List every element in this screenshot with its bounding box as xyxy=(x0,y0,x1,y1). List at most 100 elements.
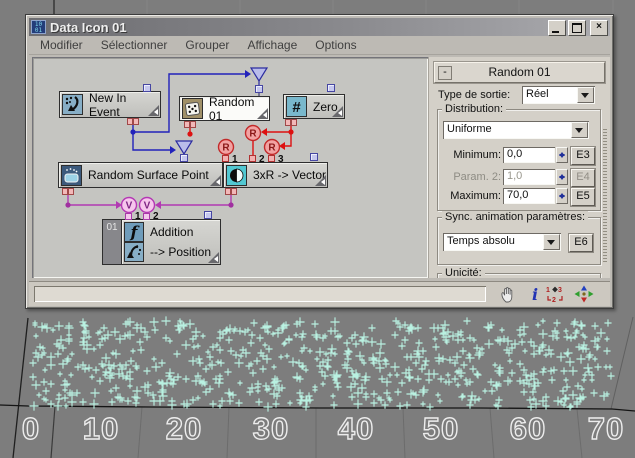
node-addition-position[interactable]: f Addition --> Position xyxy=(121,219,221,265)
window-titlebar[interactable]: 10 01 Data Icon 01 × xyxy=(29,18,610,36)
event-input-port[interactable] xyxy=(310,153,318,161)
sync-value: Temps absolu xyxy=(447,235,515,247)
event-input-port[interactable] xyxy=(255,85,263,93)
maximize-icon xyxy=(572,23,582,33)
parameters-panel: - Random 01 Type de sortie: Réel Distrib… xyxy=(428,57,610,278)
info-icon[interactable]: i xyxy=(525,285,545,303)
node-random-surface-point[interactable]: Random Surface Point xyxy=(58,162,223,188)
node-label: New In Event xyxy=(89,90,127,119)
node-resize-corner[interactable] xyxy=(257,108,268,119)
menu-modifier[interactable]: Modifier xyxy=(40,38,83,52)
event-input-port[interactable] xyxy=(143,84,151,92)
unicity-group xyxy=(437,273,601,278)
minimum-field[interactable]: 0,0 xyxy=(503,147,555,163)
ruler-label: 0 xyxy=(21,410,41,446)
panel-scroll-grip[interactable] xyxy=(603,127,607,262)
sync-dropdown[interactable]: Temps absolu xyxy=(443,233,561,251)
sync-group-label: Sync. animation paramètres: xyxy=(442,211,589,223)
minimize-button[interactable] xyxy=(548,20,566,36)
spinner-down-icon xyxy=(559,195,565,202)
svg-text:f: f xyxy=(130,223,141,242)
rollout-title: Random 01 xyxy=(488,65,551,79)
minimum-track-button[interactable]: E3 xyxy=(571,147,595,165)
menu-options[interactable]: Options xyxy=(315,38,357,52)
rollout-header-random-01[interactable]: - Random 01 xyxy=(434,62,605,83)
node-zero[interactable]: # Zero xyxy=(283,94,345,119)
node-random-01[interactable]: Random 01 xyxy=(179,95,270,123)
ruler-label: 40 xyxy=(337,410,375,446)
sync-track-button[interactable]: E6 xyxy=(569,234,593,252)
node-resize-corner[interactable] xyxy=(208,252,219,263)
distribution-value: Uniforme xyxy=(447,123,492,135)
new-in-event-icon xyxy=(62,94,83,115)
node-new-in-event[interactable]: New In Event xyxy=(59,90,161,119)
output-type-dropdown[interactable]: Réel xyxy=(522,86,595,104)
real-input-port-2[interactable] xyxy=(249,155,256,162)
event-number-tab[interactable]: 01 xyxy=(102,219,121,265)
minimum-label: Minimum: xyxy=(453,149,501,161)
minus-icon: - xyxy=(443,66,447,78)
v-socket-label: V xyxy=(144,201,151,212)
node-label: Zero xyxy=(313,99,338,114)
node-resize-corner[interactable] xyxy=(210,175,221,186)
svg-text:3: 3 xyxy=(558,287,562,294)
nav-star-icon[interactable] xyxy=(574,285,594,303)
dice-icon xyxy=(182,98,203,119)
pan-hand-icon[interactable] xyxy=(498,285,518,303)
event-input-port[interactable] xyxy=(327,84,335,92)
distribution-group xyxy=(437,109,601,211)
maximize-button[interactable] xyxy=(568,20,586,36)
maximum-spinner[interactable] xyxy=(556,188,568,204)
chevron-down-icon xyxy=(547,240,555,249)
node-label: Random Surface Point xyxy=(88,168,209,182)
ground-grid xyxy=(0,316,635,458)
close-button[interactable]: × xyxy=(590,20,608,36)
ruler-label: 10 xyxy=(82,410,120,446)
param2-field: 1,0 xyxy=(503,169,555,185)
ruler-label: 60 xyxy=(509,410,547,446)
data-view-window: 10 01 Data Icon 01 × Modifier Sélectionne… xyxy=(25,14,614,309)
menu-selectionner[interactable]: Sélectionner xyxy=(100,38,168,52)
node-resize-corner[interactable] xyxy=(332,106,343,117)
chevron-down-icon xyxy=(575,128,583,137)
collapse-button[interactable]: - xyxy=(438,66,452,80)
window-title: Data Icon 01 xyxy=(50,19,127,35)
ruler-label: 30 xyxy=(252,410,290,446)
vector-input-port-1[interactable] xyxy=(125,213,132,220)
dropdown-button[interactable] xyxy=(543,234,560,250)
output-port[interactable] xyxy=(127,118,139,125)
r-socket-label: R xyxy=(268,143,276,154)
output-position-icon xyxy=(124,242,144,262)
output-port[interactable] xyxy=(225,188,237,195)
node-3xr-vector[interactable]: 3xR -> Vector xyxy=(223,162,328,188)
maximum-field[interactable]: 70,0 xyxy=(503,188,555,204)
output-port[interactable] xyxy=(184,121,196,128)
real-input-port-3[interactable] xyxy=(268,155,275,162)
event-number: 01 xyxy=(106,222,118,233)
close-icon: × xyxy=(596,21,602,32)
menu-grouper[interactable]: Grouper xyxy=(185,38,230,52)
event-input-port[interactable] xyxy=(204,211,212,219)
minimum-spinner[interactable] xyxy=(556,147,568,163)
event-input-port[interactable] xyxy=(180,154,188,162)
maximum-track-button[interactable]: E5 xyxy=(571,188,595,206)
particle-view-icon[interactable]: 1 32 xyxy=(545,285,565,303)
svg-text:i: i xyxy=(532,285,538,303)
output-port[interactable] xyxy=(62,188,74,195)
particle-cloud xyxy=(29,316,615,412)
dropdown-button[interactable] xyxy=(571,122,588,138)
output-port[interactable] xyxy=(285,119,297,126)
node-resize-corner[interactable] xyxy=(315,175,326,186)
distribution-dropdown[interactable]: Uniforme xyxy=(443,121,589,139)
real-input-port-1[interactable] xyxy=(222,155,229,162)
convert-icon xyxy=(226,164,247,186)
dropdown-button[interactable] xyxy=(577,87,594,103)
vector-input-port-2[interactable] xyxy=(143,213,150,220)
node-graph-canvas[interactable]: R R R V V 1 2 3 1 2 xyxy=(32,57,428,278)
menu-affichage[interactable]: Affichage xyxy=(247,38,298,52)
surface-point-icon xyxy=(61,164,82,186)
menubar: Modifier Sélectionner Grouper Affichage … xyxy=(29,36,610,55)
